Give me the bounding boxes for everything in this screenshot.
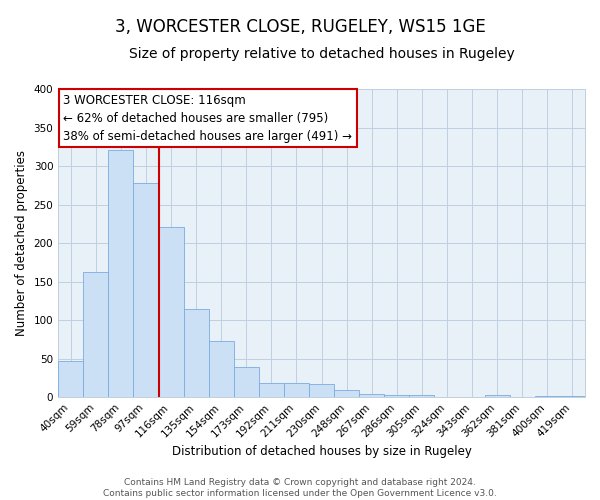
- Text: 3 WORCESTER CLOSE: 116sqm
← 62% of detached houses are smaller (795)
38% of semi: 3 WORCESTER CLOSE: 116sqm ← 62% of detac…: [64, 94, 352, 142]
- Bar: [535, 396, 560, 397]
- Bar: [359, 394, 385, 397]
- Title: Size of property relative to detached houses in Rugeley: Size of property relative to detached ho…: [129, 48, 514, 62]
- Bar: [309, 384, 334, 397]
- Text: 3, WORCESTER CLOSE, RUGELEY, WS15 1GE: 3, WORCESTER CLOSE, RUGELEY, WS15 1GE: [115, 18, 485, 36]
- Bar: [485, 395, 510, 397]
- Bar: [259, 384, 284, 397]
- Y-axis label: Number of detached properties: Number of detached properties: [15, 150, 28, 336]
- Bar: [133, 183, 158, 397]
- Bar: [560, 396, 585, 397]
- Text: Contains HM Land Registry data © Crown copyright and database right 2024.
Contai: Contains HM Land Registry data © Crown c…: [103, 478, 497, 498]
- Bar: [109, 150, 133, 397]
- Bar: [284, 384, 309, 397]
- Bar: [409, 395, 434, 397]
- Bar: [334, 390, 359, 397]
- Bar: [234, 367, 259, 397]
- Bar: [58, 361, 83, 397]
- X-axis label: Distribution of detached houses by size in Rugeley: Distribution of detached houses by size …: [172, 444, 472, 458]
- Bar: [209, 341, 234, 397]
- Bar: [184, 310, 209, 397]
- Bar: [83, 272, 109, 397]
- Bar: [158, 227, 184, 397]
- Bar: [385, 395, 409, 397]
